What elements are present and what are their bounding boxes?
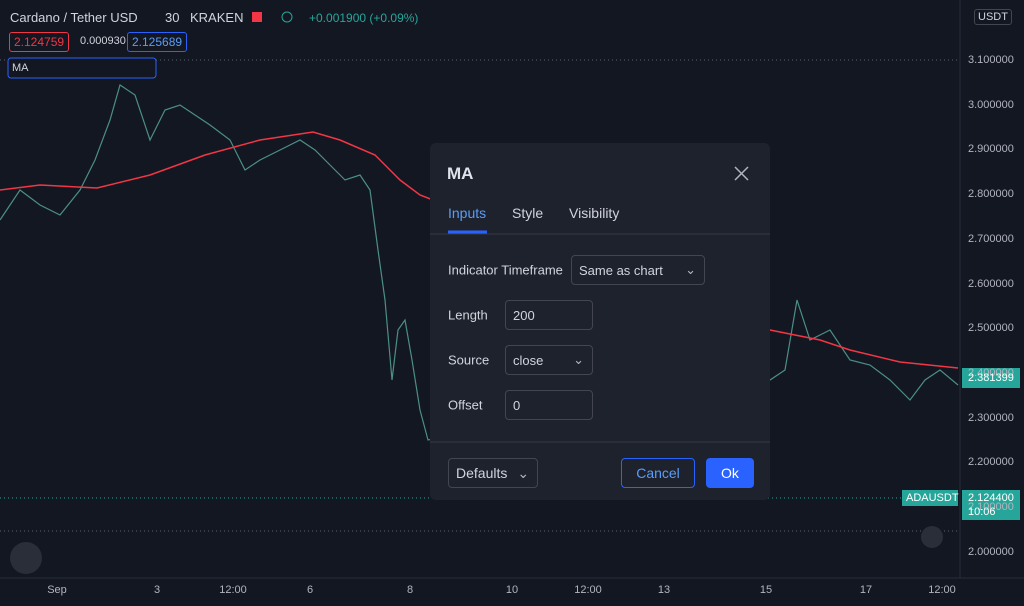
field-value: 0 [513,397,521,413]
field-value: 200 [513,307,535,323]
price-label: 2.200000 [968,456,1014,469]
time-label: 10 [505,584,519,596]
indicator-name: MA [12,62,29,74]
dialog-title: MA [447,164,474,183]
price-label: 2.400000 [968,366,1014,379]
symbol-price-bg [962,490,1020,520]
time-label: 12:00 [574,584,602,596]
tab[interactable]: Inputs [448,205,487,221]
tab[interactable]: Visibility [569,205,620,221]
last-price: 2.381399 [968,372,1014,384]
chevron: ⌄ [573,352,584,367]
time-label: 8 [406,584,414,596]
price-label: 3.100000 [968,54,1014,66]
chevron: ⌄ [517,464,530,481]
ma-line [0,131,959,369]
price-label: 2.600000 [968,277,1014,290]
field-label: Indicator Timeframe [448,262,563,278]
defaults-label: Defaults [456,465,508,481]
price-label: 2.300000 [968,411,1014,424]
field-label: Source [448,352,490,368]
price-series [0,84,959,441]
countdown: 10:06 [968,506,996,518]
time-label: 12:00 [928,584,956,596]
price-label: 2.500000 [968,322,1014,335]
indicator-legend[interactable] [7,57,157,79]
spread: 0.000930 [80,35,126,47]
flag-icon[interactable] [252,12,262,22]
bid[interactable]: 2.124759 [9,32,70,52]
field-value: close [513,352,544,368]
status-dot [281,11,293,23]
interval[interactable]: 30 [165,10,180,25]
field-label: Length [448,307,488,323]
price-label: 2.700000 [968,232,1014,245]
price-label: 2.100000 [968,501,1014,513]
time-label: 6 [306,584,314,596]
time-label: 17 [859,584,873,596]
time-label: 12:00 [219,584,247,596]
logo [10,542,42,574]
time-label: 3 [153,584,161,596]
exchange: KRAKEN [190,10,244,25]
tab[interactable]: Style [512,205,544,221]
price-label: 2.000000 [968,545,1014,558]
defaults-button[interactable]: Defaults ⌄ [448,458,538,488]
price-label: 2.900000 [968,143,1014,156]
select[interactable]: Same as chart ⌄ [571,255,705,285]
time-label: 15 [759,584,773,596]
ok-button[interactable]: Ok [706,458,754,488]
symbol-price: 2.124400 [968,492,1014,504]
last-price-bg [962,368,1020,388]
symbol-tag: ADAUSDT [906,492,959,504]
ask[interactable]: 2.125689 [127,32,188,52]
time-label: Sep [47,584,67,596]
price-label: 3.000000 [968,98,1014,111]
input[interactable]: 200 [505,300,593,330]
symbol-tag-bg [902,490,958,506]
input[interactable]: 0 [505,390,593,420]
scroll-button[interactable] [921,526,943,548]
change: +0.001900 (+0.09%) [309,11,419,25]
select[interactable]: close ⌄ [505,345,593,375]
time-label: 13 [657,584,671,596]
currency[interactable]: USDT [974,9,1012,25]
cancel-button[interactable]: Cancel [621,458,695,488]
dialog [430,143,770,500]
price-label: 2.800000 [968,188,1014,201]
field-label: Offset [448,397,483,413]
close-button[interactable] [734,166,749,181]
chevron: ⌄ [685,262,696,277]
symbol: Cardano / Tether USD [10,10,138,25]
field-value: Same as chart [579,262,663,278]
